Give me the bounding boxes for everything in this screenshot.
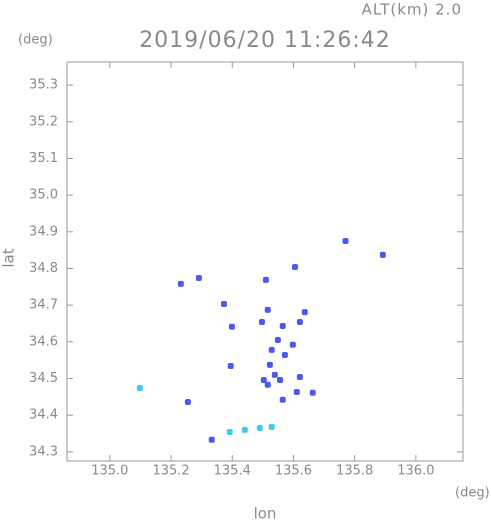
y-tick-label: 34.5 [29,371,58,386]
y-tick-label: 34.6 [29,334,58,349]
x-tick-label: 135.0 [91,464,128,479]
y-tick-label: 34.9 [29,224,58,239]
echo-point [258,319,265,326]
echo-point [195,275,202,282]
echo-point [309,389,316,396]
x-axis-label: lon [254,505,277,521]
echo-point [342,237,349,244]
x-tick-label: 135.4 [214,464,251,479]
echo-point [301,309,308,316]
echo-point [241,426,248,433]
echo-point [289,341,296,348]
echo-point [268,423,275,430]
echo-point [296,374,303,381]
y-tick-label: 34.8 [29,261,58,276]
plot-frame [66,61,464,462]
x-tick-label: 135.2 [152,464,189,479]
echo-point [264,306,271,313]
echo-point [184,398,191,405]
x-tick-label: 135.6 [275,464,312,479]
echo-point [177,280,184,287]
echo-point [262,276,269,283]
echo-point [136,385,143,392]
y-tick-label: 35.2 [29,114,58,129]
echo-point [379,251,386,258]
y-axis-label: lat [0,248,18,267]
echo-point [264,381,271,388]
x-tick-label: 136.0 [397,464,434,479]
echo-point [281,352,288,359]
echo-point [279,396,286,403]
echo-point [279,323,286,330]
echo-point [296,319,303,326]
y-tick-label: 34.3 [29,444,58,459]
echo-point [256,424,263,431]
echo-point [291,264,298,271]
echo-point [208,436,215,443]
echo-point [268,346,275,353]
echo-point [226,429,233,436]
echo-point [227,363,234,370]
y-tick-label: 35.3 [29,78,58,93]
x-unit: (deg) [455,486,490,501]
x-tick-label: 135.8 [336,464,373,479]
echo-point [266,361,273,368]
chart-subtitle: ALT(km) 2.0 [362,1,462,19]
y-tick-label: 34.7 [29,298,58,313]
echo-point [293,389,300,396]
y-tick-label: 34.4 [29,408,58,423]
chart-title: 2019/06/20 11:26:42 [139,28,391,53]
y-tick-label: 35.0 [29,188,58,203]
echo-point [228,323,235,330]
echo-point [274,336,281,343]
echo-point [271,371,278,378]
y-tick-label: 35.1 [29,151,58,166]
y-unit: (deg) [18,33,53,48]
echo-point [276,376,283,383]
echo-point [220,301,227,308]
echo-point [260,376,267,383]
